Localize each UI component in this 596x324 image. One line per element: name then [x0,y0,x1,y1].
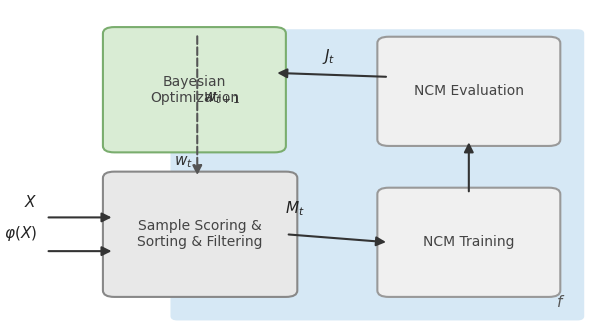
Text: $w_t$: $w_t$ [175,154,193,170]
Text: NCM Evaluation: NCM Evaluation [414,84,524,98]
Text: $f$: $f$ [555,294,565,310]
FancyBboxPatch shape [377,188,560,297]
Text: $J_t$: $J_t$ [322,47,336,66]
Text: $X$: $X$ [24,193,37,210]
Text: $M_t$: $M_t$ [285,200,305,218]
FancyBboxPatch shape [377,37,560,146]
FancyBboxPatch shape [103,172,297,297]
Text: NCM Training: NCM Training [423,235,514,249]
Text: $w_{t+1}$: $w_{t+1}$ [203,90,240,106]
Text: $\varphi(X)$: $\varphi(X)$ [4,224,37,243]
Text: Bayesian
Optimization: Bayesian Optimization [150,75,239,105]
Text: Sample Scoring &
Sorting & Filtering: Sample Scoring & Sorting & Filtering [137,219,263,249]
FancyBboxPatch shape [103,27,286,152]
FancyBboxPatch shape [172,30,583,319]
